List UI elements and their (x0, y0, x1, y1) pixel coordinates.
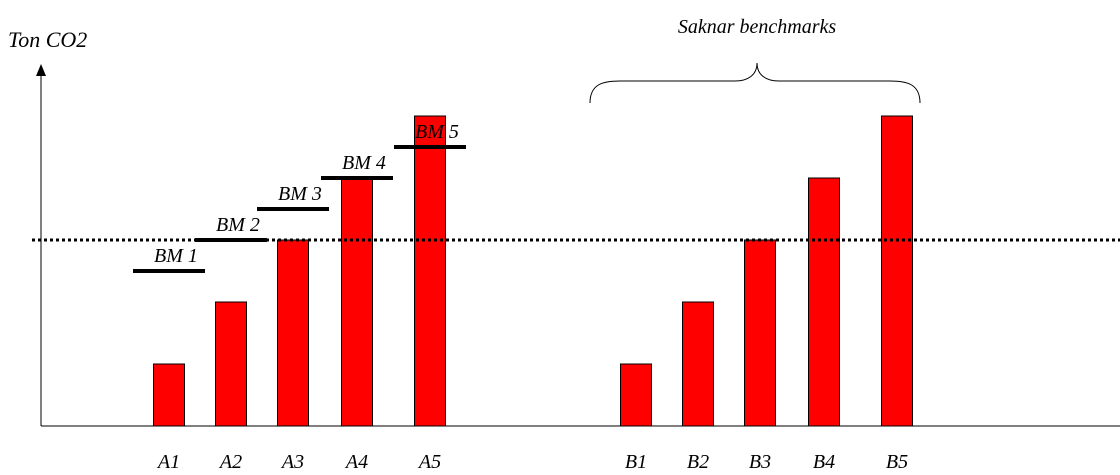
tick-label-B4: B4 (813, 451, 835, 470)
bar-A2 (215, 301, 247, 427)
bar-A4 (341, 177, 373, 427)
tick-label-B1: B1 (625, 451, 647, 470)
bar-B3 (744, 239, 776, 427)
brace (589, 62, 921, 104)
benchmark-label-5: BM 5 (415, 121, 459, 143)
bars (153, 115, 913, 427)
tick-labels: A1 A2 A3 A4 A5 B1 B2 B3 B4 B5 (156, 451, 908, 473)
tick-label-A1: A1 (156, 451, 180, 470)
bar-B4 (808, 177, 840, 427)
benchmark-label-4: BM 4 (342, 152, 386, 174)
brace-label: Saknar benchmarks (678, 16, 837, 38)
brace-annotation: Saknar benchmarks (589, 16, 921, 104)
tick-label-A5: A5 (417, 451, 441, 470)
axes (36, 64, 1120, 427)
tick-label-B2: B2 (687, 451, 709, 470)
tick-label-A2: A2 (218, 451, 242, 470)
tick-label-A3: A3 (280, 451, 304, 470)
tick-label-B5: B5 (886, 451, 908, 470)
bar-B5 (881, 115, 913, 427)
y-axis-label: Ton CO2 (8, 27, 87, 52)
benchmarks: BM 1 BM 2 BM 3 BM 4 BM 5 (133, 121, 466, 273)
bar-B1 (620, 363, 652, 427)
tick-label-A4: A4 (344, 451, 368, 470)
bar-A3 (277, 239, 309, 427)
y-axis-arrowhead (36, 64, 46, 76)
benchmark-label-1: BM 1 (154, 245, 198, 267)
bar-B2 (682, 301, 714, 427)
tick-label-B3: B3 (749, 451, 771, 470)
benchmark-label-3: BM 3 (278, 183, 322, 205)
bar-A5 (414, 115, 446, 427)
benchmark-label-2: BM 2 (216, 214, 260, 236)
bar-A1 (153, 363, 185, 427)
